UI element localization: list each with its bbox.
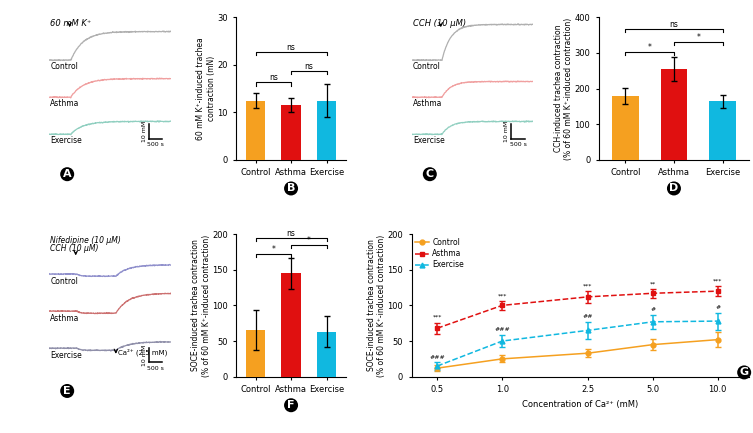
Text: Exercise: Exercise: [50, 136, 82, 145]
Text: ns: ns: [287, 42, 295, 52]
Bar: [660, 69, 687, 160]
Text: C: C: [425, 169, 434, 179]
Bar: [612, 96, 639, 160]
Text: 10 mM: 10 mM: [142, 121, 147, 142]
Bar: [709, 101, 736, 160]
Text: Asthma: Asthma: [50, 99, 80, 108]
Text: ns: ns: [287, 229, 295, 239]
Text: 10 mM: 10 mM: [505, 121, 510, 142]
Text: Exercise: Exercise: [50, 351, 82, 360]
Text: *: *: [307, 236, 311, 245]
Text: ns: ns: [269, 74, 278, 82]
Text: Asthma: Asthma: [50, 314, 80, 323]
Text: ###: ###: [494, 327, 510, 333]
Text: B: B: [287, 184, 295, 194]
Text: #: #: [650, 307, 655, 312]
Y-axis label: SOCE-induced trachea contraction
(% of 60 mM K⁺-induced contraction): SOCE-induced trachea contraction (% of 6…: [191, 234, 211, 377]
Text: E: E: [63, 386, 71, 396]
Text: ***: ***: [432, 315, 442, 320]
Text: Asthma: Asthma: [413, 99, 442, 108]
Text: #: #: [715, 305, 721, 310]
Text: ns: ns: [669, 20, 678, 29]
Text: CCH (10 μM): CCH (10 μM): [50, 244, 99, 253]
Text: Ca²⁺ (2.5 mM): Ca²⁺ (2.5 mM): [118, 348, 168, 355]
Legend: Control, Asthma, Exercise: Control, Asthma, Exercise: [416, 238, 464, 269]
Text: Control: Control: [50, 277, 78, 286]
Text: 500 s: 500 s: [147, 366, 164, 371]
Y-axis label: CCH-induced trachea contraction
(% of 60 mM K⁺-induced contraction): CCH-induced trachea contraction (% of 60…: [553, 17, 573, 160]
Text: 60 mM K⁺: 60 mM K⁺: [50, 19, 91, 28]
Y-axis label: SOCE-induced trachea contraction
(% of 60 mM K⁺-induced contraction): SOCE-induced trachea contraction (% of 6…: [367, 234, 386, 377]
Text: F: F: [288, 400, 295, 410]
Text: Nifedipine (10 μM): Nifedipine (10 μM): [50, 236, 121, 245]
Bar: [282, 273, 300, 377]
Text: ***: ***: [713, 278, 722, 283]
Text: *: *: [271, 245, 276, 254]
Text: *: *: [648, 43, 651, 52]
Bar: [282, 105, 300, 160]
Bar: [245, 100, 265, 160]
Text: 10 mM: 10 mM: [142, 345, 147, 366]
X-axis label: Concentration of Ca²⁺ (mM): Concentration of Ca²⁺ (mM): [523, 400, 639, 409]
Bar: [317, 100, 337, 160]
Text: D: D: [669, 184, 678, 194]
Text: ##: ##: [583, 314, 593, 319]
Text: *: *: [697, 33, 700, 42]
Text: ***: ***: [498, 293, 507, 298]
Text: Control: Control: [413, 61, 441, 71]
Text: 500 s: 500 s: [147, 142, 164, 147]
Y-axis label: 60 mM K⁺-induced trachea
contraction (mN): 60 mM K⁺-induced trachea contraction (mN…: [197, 37, 215, 140]
Text: **: **: [650, 281, 656, 286]
Bar: [245, 330, 265, 377]
Text: 500 s: 500 s: [510, 142, 526, 147]
Bar: [317, 332, 337, 377]
Text: ###: ###: [429, 355, 445, 359]
Text: Exercise: Exercise: [413, 136, 444, 145]
Text: ns: ns: [304, 61, 313, 71]
Text: G: G: [739, 368, 748, 378]
Text: ***: ***: [584, 283, 593, 288]
Text: A: A: [62, 169, 72, 179]
Text: Control: Control: [50, 61, 78, 71]
Text: CCH (10 μM): CCH (10 μM): [413, 19, 466, 28]
